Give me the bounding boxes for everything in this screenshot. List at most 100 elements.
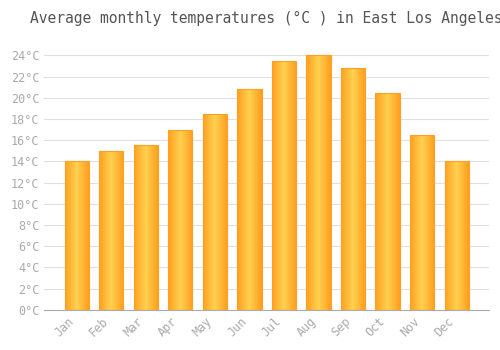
Bar xyxy=(120,151,121,310)
Bar xyxy=(225,114,226,310)
Bar xyxy=(417,135,418,310)
Bar xyxy=(444,161,468,310)
Bar xyxy=(313,55,314,310)
Bar xyxy=(463,161,464,310)
Bar xyxy=(226,114,227,310)
Bar xyxy=(289,61,290,310)
Bar xyxy=(274,61,275,310)
Bar xyxy=(251,89,252,310)
Bar xyxy=(414,135,415,310)
Bar xyxy=(76,161,77,310)
Bar xyxy=(144,146,145,310)
Bar xyxy=(221,114,222,310)
Bar xyxy=(287,61,288,310)
Bar xyxy=(381,92,382,310)
Bar xyxy=(105,151,106,310)
Bar xyxy=(427,135,428,310)
Bar xyxy=(459,161,460,310)
Bar xyxy=(136,146,137,310)
Bar xyxy=(156,146,158,310)
Bar xyxy=(288,61,289,310)
Bar xyxy=(258,89,259,310)
Bar xyxy=(210,114,212,310)
Bar xyxy=(139,146,140,310)
Bar xyxy=(141,146,142,310)
Bar xyxy=(419,135,420,310)
Bar xyxy=(358,68,359,310)
Bar xyxy=(349,68,350,310)
Bar xyxy=(279,61,280,310)
Bar xyxy=(316,55,318,310)
Bar xyxy=(104,151,105,310)
Bar xyxy=(341,68,342,310)
Bar xyxy=(216,114,218,310)
Bar xyxy=(290,61,291,310)
Bar xyxy=(391,92,392,310)
Bar xyxy=(328,55,329,310)
Bar xyxy=(213,114,214,310)
Bar xyxy=(324,55,325,310)
Bar xyxy=(135,146,136,310)
Bar xyxy=(396,92,397,310)
Bar xyxy=(84,161,85,310)
Bar xyxy=(386,92,387,310)
Bar xyxy=(309,55,310,310)
Bar xyxy=(315,55,316,310)
Bar xyxy=(462,161,463,310)
Bar xyxy=(205,114,206,310)
Bar xyxy=(153,146,154,310)
Bar xyxy=(306,55,330,310)
Bar xyxy=(190,130,191,310)
Bar xyxy=(359,68,360,310)
Bar xyxy=(399,92,400,310)
Bar xyxy=(215,114,216,310)
Bar xyxy=(150,146,152,310)
Bar xyxy=(134,146,135,310)
Bar xyxy=(245,89,246,310)
Bar xyxy=(354,68,355,310)
Bar xyxy=(321,55,322,310)
Bar xyxy=(350,68,351,310)
Bar xyxy=(116,151,117,310)
Bar xyxy=(410,135,434,310)
Bar xyxy=(142,146,143,310)
Bar xyxy=(208,114,209,310)
Bar xyxy=(428,135,430,310)
Bar xyxy=(149,146,150,310)
Bar xyxy=(322,55,324,310)
Bar xyxy=(421,135,422,310)
Bar xyxy=(68,161,69,310)
Bar xyxy=(362,68,364,310)
Bar xyxy=(345,68,346,310)
Bar xyxy=(254,89,255,310)
Bar xyxy=(69,161,70,310)
Bar xyxy=(454,161,455,310)
Bar xyxy=(387,92,388,310)
Bar xyxy=(364,68,365,310)
Bar xyxy=(169,130,170,310)
Bar xyxy=(138,146,139,310)
Bar xyxy=(170,130,172,310)
Bar xyxy=(79,161,80,310)
Bar xyxy=(275,61,276,310)
Bar xyxy=(306,55,307,310)
Bar xyxy=(446,161,447,310)
Bar xyxy=(183,130,184,310)
Bar xyxy=(64,161,89,310)
Bar xyxy=(187,130,188,310)
Bar xyxy=(243,89,244,310)
Bar xyxy=(134,146,158,310)
Bar xyxy=(430,135,431,310)
Bar xyxy=(203,114,227,310)
Bar xyxy=(461,161,462,310)
Bar xyxy=(112,151,113,310)
Bar xyxy=(64,161,66,310)
Bar xyxy=(398,92,399,310)
Bar xyxy=(248,89,249,310)
Bar xyxy=(390,92,391,310)
Bar xyxy=(420,135,421,310)
Bar xyxy=(179,130,180,310)
Bar xyxy=(291,61,292,310)
Bar xyxy=(341,68,365,310)
Bar xyxy=(285,61,286,310)
